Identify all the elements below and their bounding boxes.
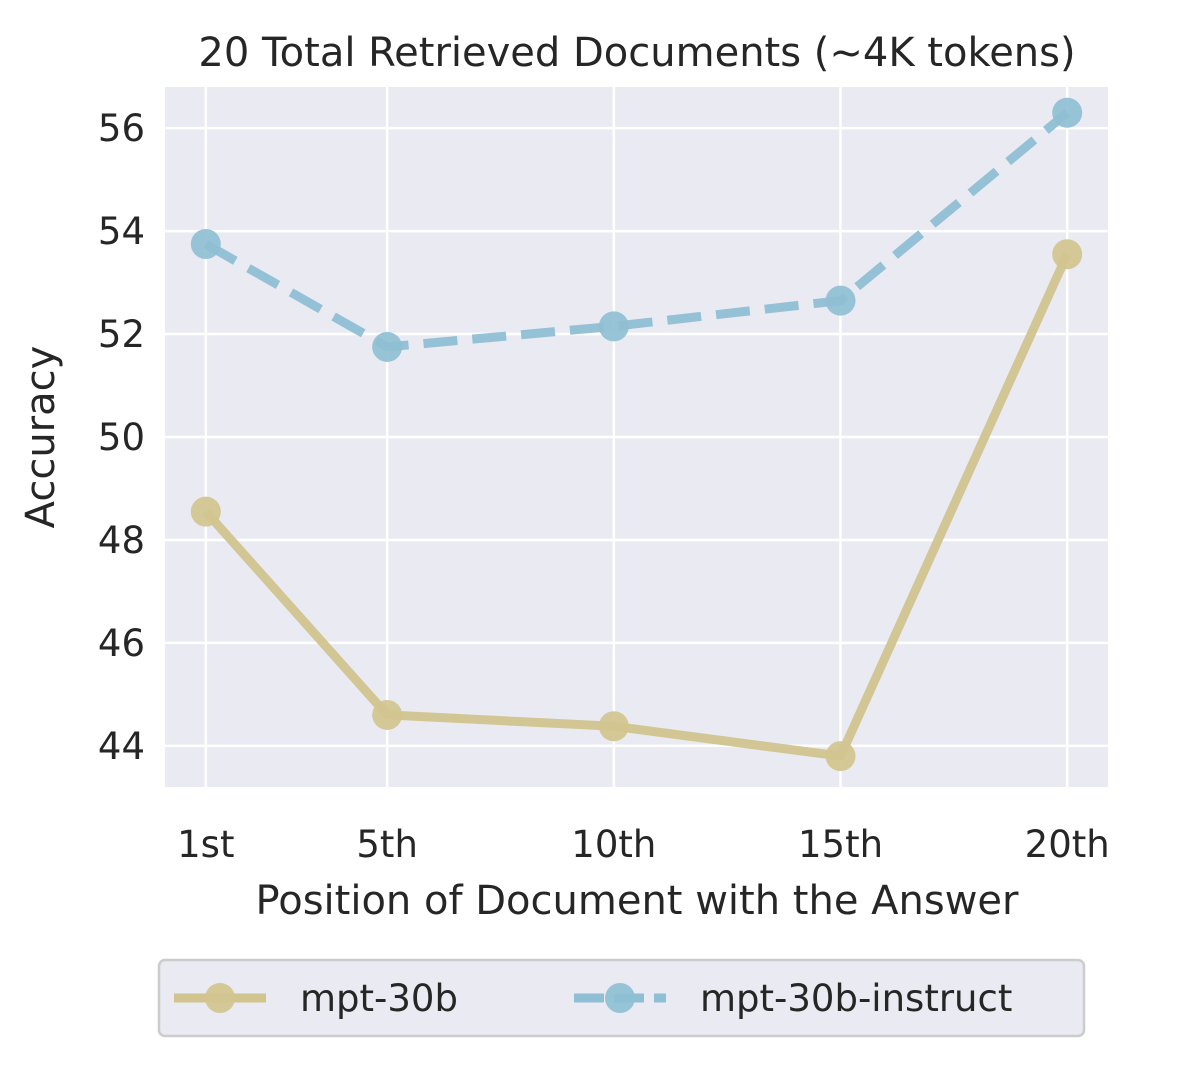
data-point [1052, 239, 1083, 270]
x-tick-label: 5th [356, 823, 418, 866]
legend-label: mpt-30b-instruct [700, 977, 1012, 1020]
series-2 [190, 97, 1083, 362]
legend-item: mpt-30b [174, 977, 458, 1020]
y-tick-label: 44 [98, 725, 145, 768]
x-tick-label: 15th [798, 823, 883, 866]
chart-title: 20 Total Retrieved Documents (~4K tokens… [198, 30, 1075, 76]
y-tick-label: 54 [98, 210, 145, 253]
data-point [825, 741, 856, 772]
data-point [372, 699, 403, 730]
data-point [598, 711, 629, 742]
y-tick-label: 48 [98, 519, 145, 562]
y-tick-label: 52 [98, 313, 145, 356]
legend-label: mpt-30b [300, 977, 458, 1020]
grid-lines [165, 87, 1108, 787]
data-point [190, 496, 221, 527]
data-point [190, 228, 221, 259]
x-axis-label: Position of Document with the Answer [256, 878, 1019, 924]
series-1 [190, 239, 1083, 772]
series-line [203, 109, 1071, 352]
data-point [825, 285, 856, 316]
legend-item: mpt-30b-instruct [574, 977, 1012, 1020]
y-tick-label: 56 [98, 107, 145, 150]
x-tick-label: 1st [177, 823, 234, 866]
legend-marker [605, 983, 635, 1013]
y-tick-label: 50 [98, 416, 145, 459]
y-tick-label: 46 [98, 622, 145, 665]
legend: mpt-30b mpt-30b-instruct [157, 958, 1086, 1038]
data-point [1052, 97, 1083, 128]
data-point [598, 311, 629, 342]
x-tick-label: 20th [1025, 823, 1110, 866]
legend-marker [205, 983, 235, 1013]
series-layer [190, 97, 1083, 772]
legend-items: mpt-30b mpt-30b-instruct [174, 977, 1012, 1020]
x-tick-labels: 1st 5th 10th 15th 20th [177, 823, 1110, 866]
y-tick-labels: 44 46 48 50 52 54 56 [98, 107, 145, 768]
x-tick-label: 10th [571, 823, 656, 866]
y-axis-label: Accuracy [18, 346, 64, 529]
data-point [372, 331, 403, 362]
